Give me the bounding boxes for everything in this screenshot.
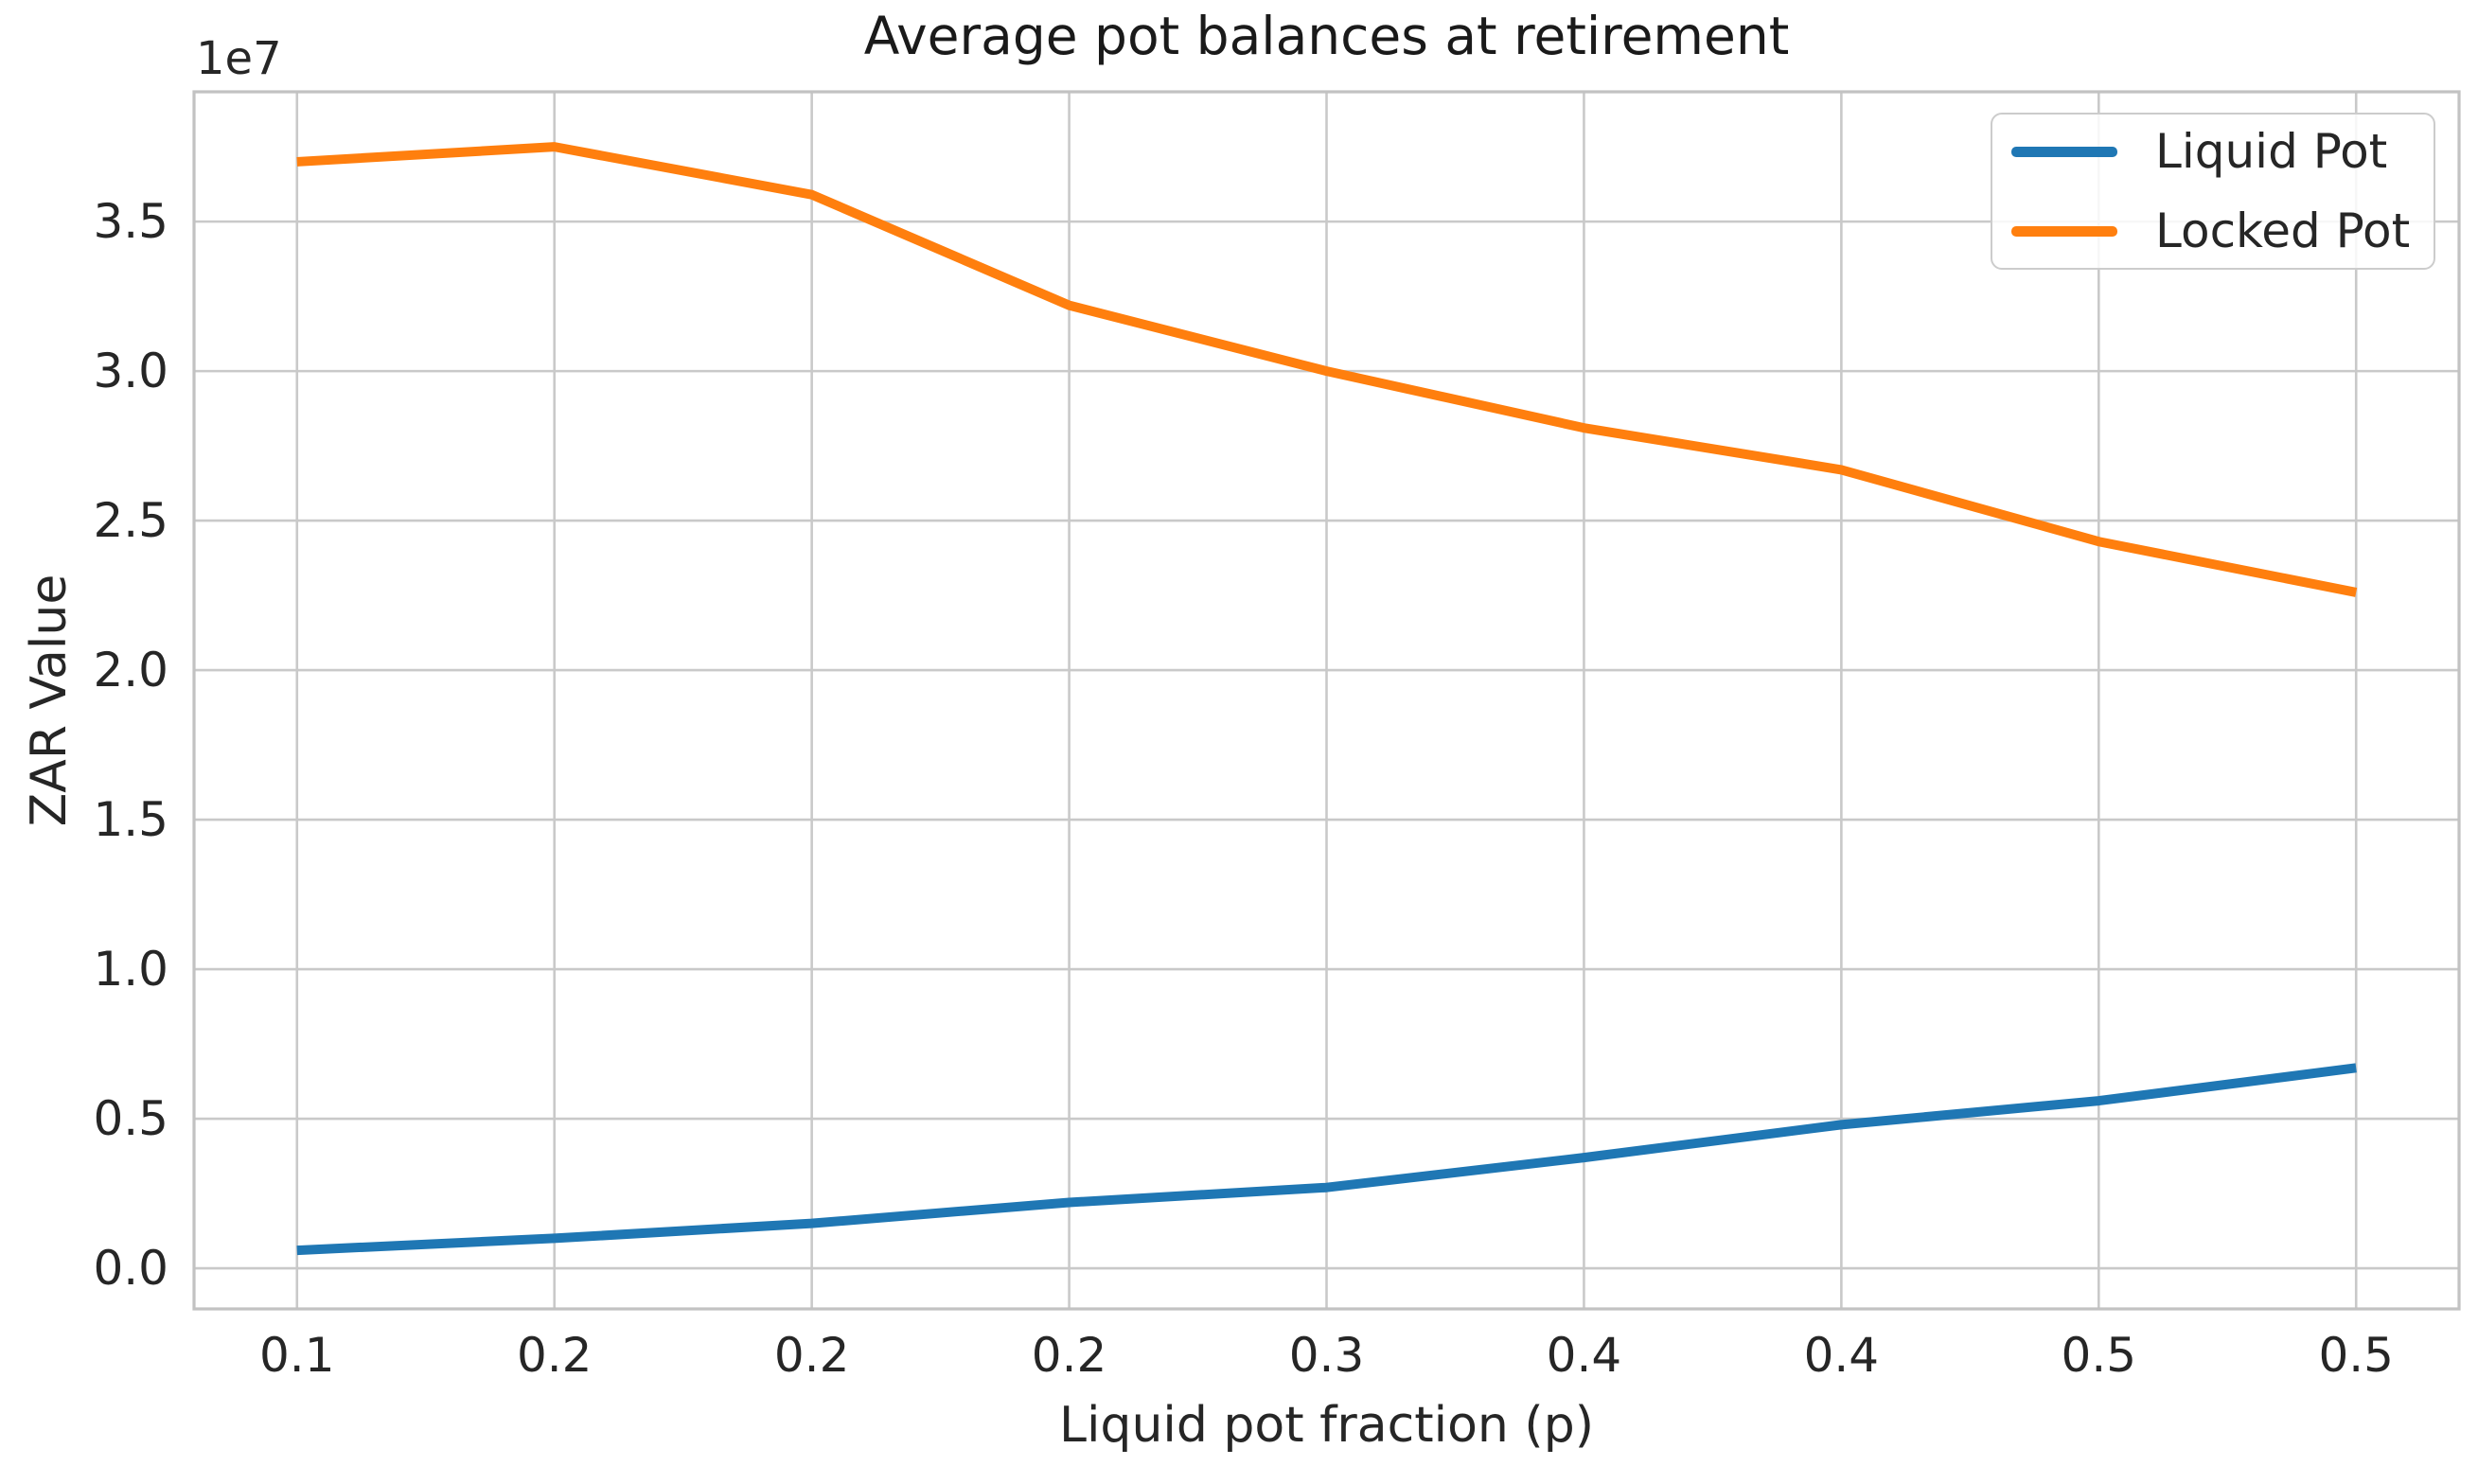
y-tick-label: 0.5	[93, 1091, 168, 1146]
x-tick-label: 0.4	[1804, 1328, 1880, 1383]
y-tick-label: 0.0	[93, 1241, 168, 1296]
x-tick-label: 0.5	[2318, 1328, 2394, 1383]
legend-label-liquid-pot: Liquid Pot	[2155, 124, 2388, 179]
legend: Liquid Pot Locked Pot	[1991, 113, 2435, 270]
x-tick-label: 0.2	[1032, 1328, 1107, 1383]
y-tick-label: 2.0	[93, 643, 168, 698]
x-tick-label: 0.2	[517, 1328, 593, 1383]
legend-row-locked-pot: Locked Pot	[2011, 203, 2415, 258]
x-tick-label: 0.4	[1547, 1328, 1622, 1383]
y-axis-offset-label: 1e7	[196, 32, 282, 85]
legend-row-liquid-pot: Liquid Pot	[2011, 124, 2415, 179]
axes-frame	[192, 90, 2461, 1311]
legend-label-locked-pot: Locked Pot	[2155, 203, 2411, 258]
locked-pot-line-swatch-icon	[2011, 225, 2117, 237]
x-tick-label: 0.2	[774, 1328, 850, 1383]
series-line-liquid-pot	[296, 1063, 2357, 1256]
y-tick-label: 1.5	[93, 792, 168, 847]
x-tick-label: 0.3	[1289, 1328, 1365, 1383]
y-tick-label: 3.0	[93, 344, 168, 398]
x-tick-label: 0.5	[2062, 1328, 2137, 1383]
y-tick-label: 1.0	[93, 942, 168, 997]
x-axis-label: Liquid pot fraction (p)	[1059, 1397, 1594, 1454]
liquid-pot-line-swatch-icon	[2011, 146, 2117, 157]
x-tick-label: 0.1	[259, 1328, 335, 1383]
y-axis-label: ZAR Value	[21, 574, 78, 827]
y-tick-label: 2.5	[93, 493, 168, 548]
chart-title: Average pot balances at retirement	[863, 6, 1790, 66]
y-tick-label: 3.5	[93, 194, 168, 249]
series-line-locked-pot	[296, 142, 2358, 597]
